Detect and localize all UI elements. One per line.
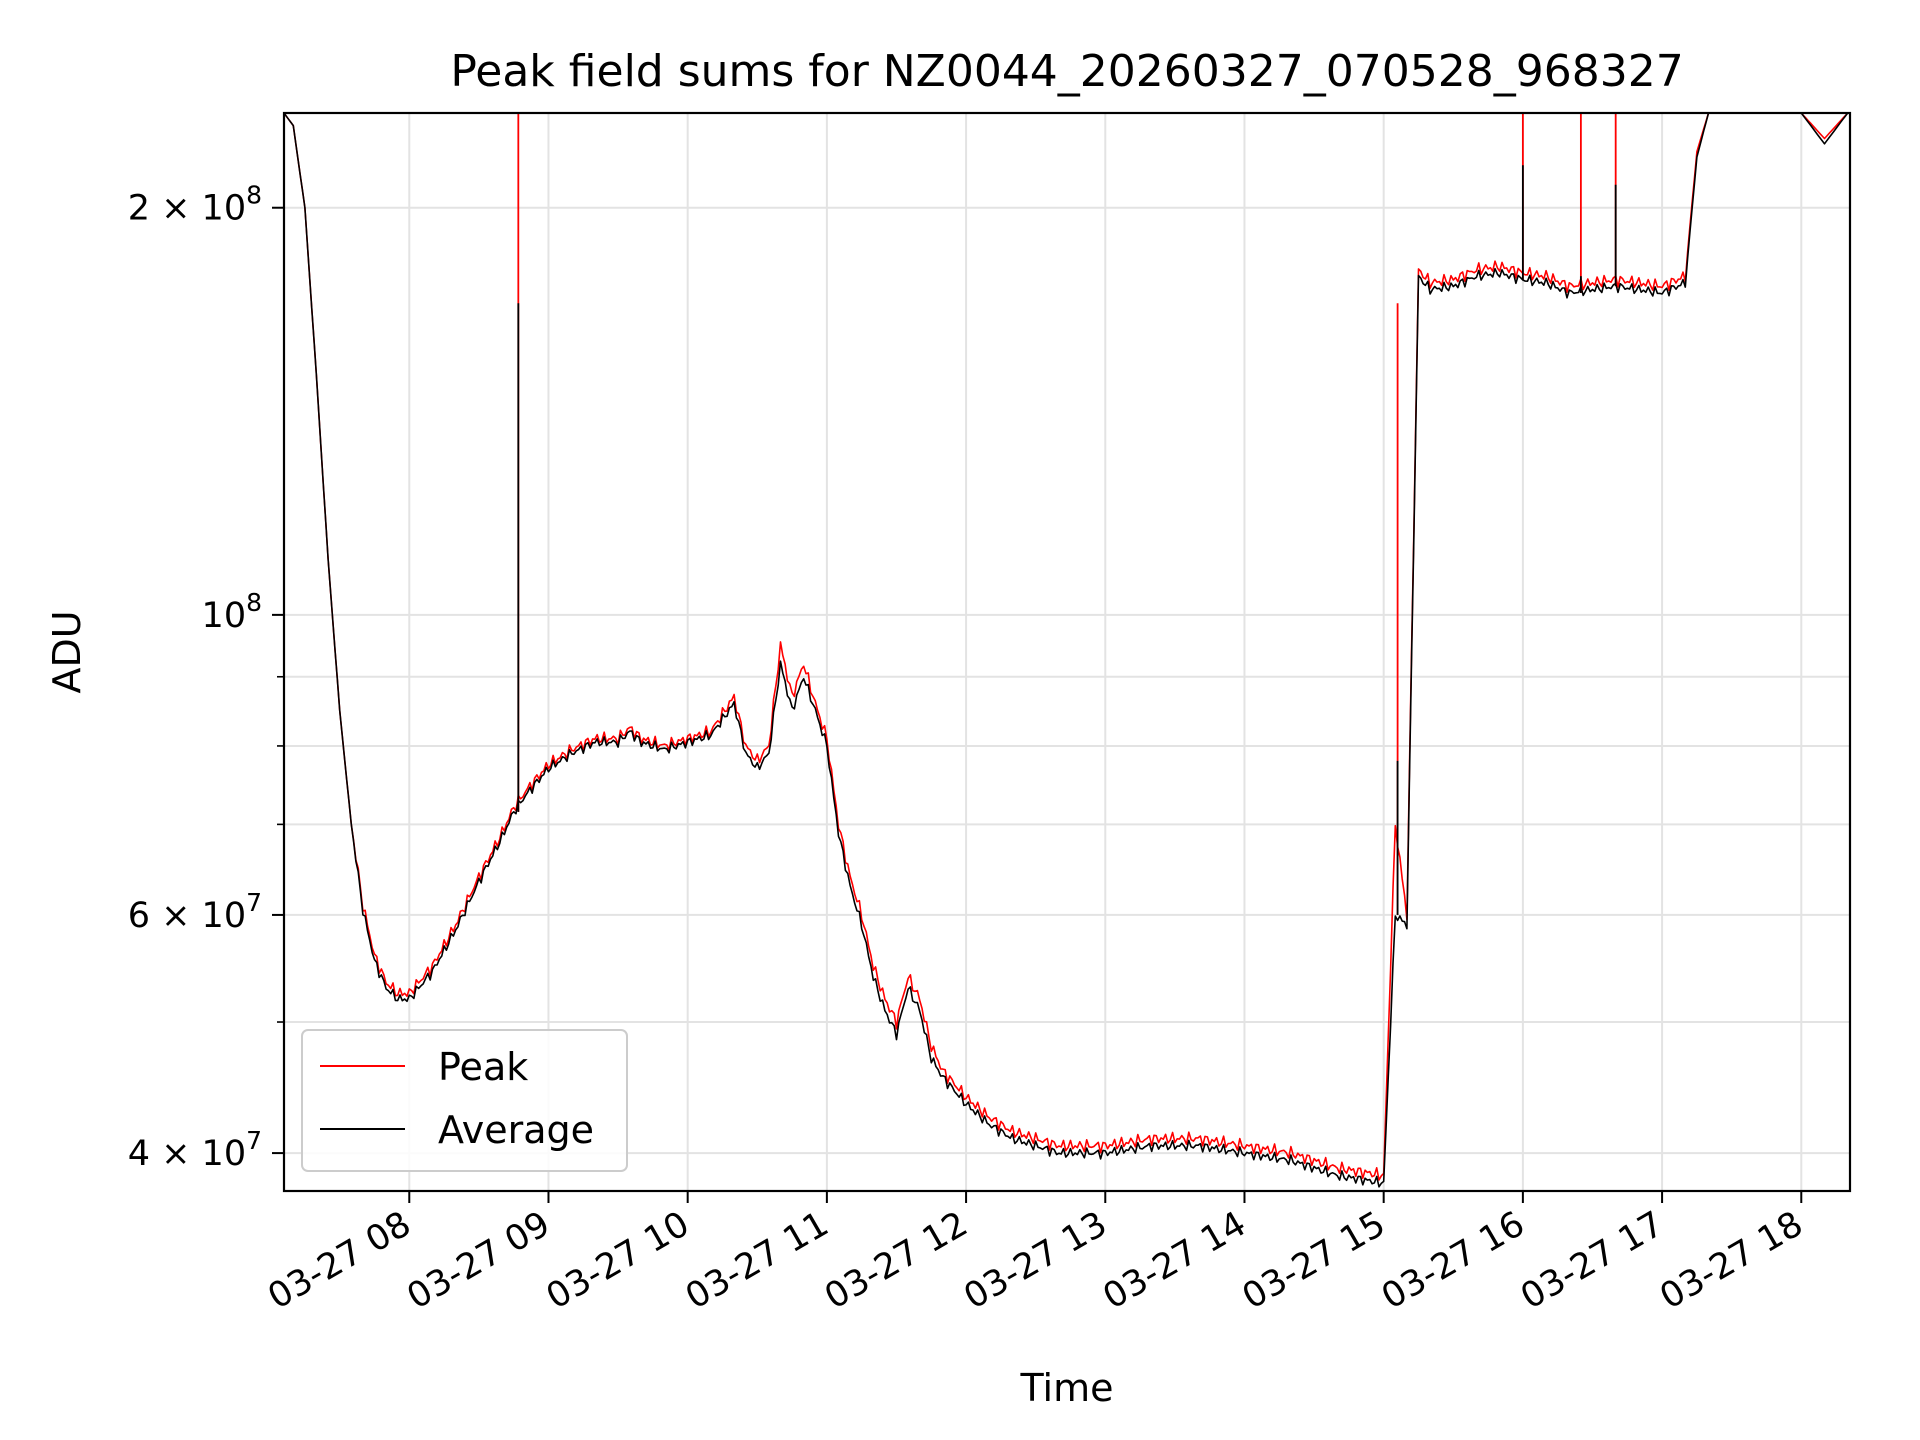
grid xyxy=(284,113,1850,1191)
legend-peak-label: Peak xyxy=(438,1045,528,1089)
average-series-line xyxy=(283,112,1849,1188)
plot-frame xyxy=(282,111,1852,1193)
y-tick-label: 4 × 107 xyxy=(128,1126,262,1174)
series-layer xyxy=(283,112,1849,1188)
y-tick-label: 2 × 108 xyxy=(128,181,262,229)
y-tick-label: 6 × 107 xyxy=(128,888,262,936)
chart-title: Peak field sums for NZ0044_20260327_0705… xyxy=(450,46,1683,97)
legend-average-label: Average xyxy=(438,1108,594,1152)
y-tick-label: 108 xyxy=(202,588,262,636)
legend: Peak Average xyxy=(301,1029,628,1172)
x-axis-label: Time xyxy=(1020,1366,1114,1410)
y-axis-label: ADU xyxy=(45,610,89,693)
peak-series-line xyxy=(283,112,1849,1181)
